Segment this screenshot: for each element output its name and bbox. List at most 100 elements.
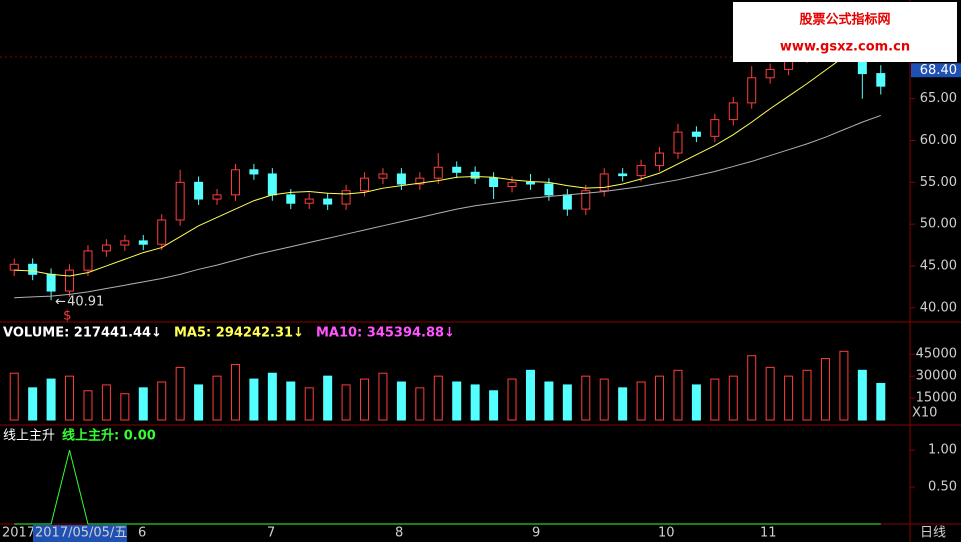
volume-bar: [286, 381, 296, 421]
volume-bar: [470, 384, 480, 421]
volume-bar: [396, 381, 406, 421]
candle-body: [120, 240, 130, 246]
candle-body: [396, 173, 406, 185]
candle-body: [286, 194, 296, 204]
legend-entry: MA5: 294242.31↓: [174, 326, 304, 341]
candle-body: [323, 198, 333, 205]
low-label: 40.91: [67, 295, 104, 310]
last-price-label: 68.40: [920, 63, 957, 78]
volume-bar: [765, 366, 775, 421]
moving-average: [14, 114, 881, 299]
unit-label: X10: [912, 406, 937, 421]
watermark-url: www.gsxz.com.cn: [780, 40, 910, 55]
volume-bar: [433, 375, 443, 421]
volume-bar: [452, 381, 462, 421]
indicator-name: 线上主升: [3, 429, 55, 444]
moving-average: [14, 49, 881, 277]
volume-bar: [525, 369, 535, 421]
volume-bar: [415, 387, 425, 421]
candle-body: [341, 190, 351, 205]
volume-bar: [599, 378, 609, 421]
volume-bar: [544, 381, 554, 421]
volume-bar: [581, 375, 591, 421]
legend-entry: VOLUME: 217441.44↓: [3, 326, 162, 341]
volume-bar: [802, 369, 812, 421]
candle-body: [636, 165, 646, 177]
date-highlight: [33, 525, 127, 542]
indicator-line: [14, 450, 881, 525]
volume-bar: [138, 387, 148, 421]
y-tick-label: 60.00: [920, 133, 957, 148]
candle-body: [562, 194, 572, 210]
volume-bar: [562, 384, 572, 421]
volume-bar: [267, 372, 277, 421]
volume-bar: [83, 390, 93, 421]
volume-bar: [489, 390, 499, 421]
candle-body: [581, 190, 591, 210]
candle-body: [249, 169, 259, 175]
candle-body: [9, 263, 19, 271]
candle-body: [360, 177, 370, 192]
candle-body: [433, 166, 443, 179]
y-tick-label: 1.00: [928, 443, 957, 458]
volume-bar: [157, 381, 167, 421]
volume-bar: [230, 363, 240, 421]
volume-bar: [636, 381, 646, 421]
indicator-legend: 线上主升: 0.00: [62, 428, 156, 444]
volume-bar: [691, 384, 701, 421]
candle-body: [507, 181, 517, 188]
candle-body: [230, 169, 240, 196]
volume-bar: [9, 372, 19, 421]
volume-bar: [304, 387, 314, 421]
volume-bar: [194, 384, 204, 421]
watermark-title: 股票公式指标网: [799, 12, 890, 28]
last-price-box: [911, 63, 961, 78]
candle-body: [194, 181, 204, 200]
candle-body: [267, 173, 277, 196]
candle-body: [138, 240, 148, 245]
y-tick-label: 15000: [916, 391, 957, 406]
y-tick-label: 55.00: [920, 175, 957, 190]
x-tick-label: 2017: [2, 526, 35, 541]
candle-body: [544, 183, 554, 196]
volume-bar: [820, 358, 830, 421]
candle-body: [876, 73, 886, 87]
candle-body: [765, 68, 775, 79]
y-tick-label: 0.50: [928, 480, 957, 495]
volume-bar: [101, 384, 111, 421]
x-tick-label: 6: [138, 526, 146, 541]
candle-body: [83, 250, 93, 271]
signal-marker: $: [63, 309, 71, 324]
candle-body: [489, 177, 499, 188]
volume-bar: [839, 350, 849, 421]
candle-body: [691, 131, 701, 137]
volume-bar: [728, 375, 738, 421]
y-tick-label: 65.00: [920, 91, 957, 106]
x-tick-label: 7: [267, 526, 275, 541]
y-tick-label: 40.00: [920, 300, 957, 315]
volume-bar: [341, 384, 351, 421]
candle-body: [212, 194, 222, 200]
candle-body: [710, 119, 720, 137]
watermark-box: [733, 2, 957, 62]
volume-bar: [507, 378, 517, 421]
legend-entry: MA10: 345394.88↓: [316, 326, 455, 341]
x-tick-label: 9: [532, 526, 540, 541]
volume-bar: [175, 366, 185, 421]
candle-body: [415, 177, 425, 185]
volume-bar: [360, 378, 370, 421]
candle-body: [655, 152, 665, 167]
volume-bar: [655, 375, 665, 421]
candle-body: [673, 131, 683, 154]
volume-bar: [46, 378, 56, 421]
candle-body: [175, 181, 185, 221]
volume-bar: [784, 375, 794, 421]
period-label: 日线: [920, 526, 946, 541]
volume-bar: [673, 369, 683, 421]
x-tick-label: 2017/05/05/五: [35, 526, 127, 541]
volume-bar: [323, 375, 333, 421]
candle-body: [28, 263, 38, 275]
volume-bar: [857, 369, 867, 421]
